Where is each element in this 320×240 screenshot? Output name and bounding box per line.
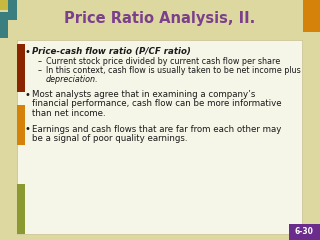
Bar bbox=[17, 105, 25, 145]
Bar bbox=[17, 184, 25, 234]
Bar bbox=[303, 0, 320, 32]
Text: •: • bbox=[24, 47, 30, 57]
Text: Current stock price divided by current cash flow per share: Current stock price divided by current c… bbox=[46, 58, 280, 66]
Bar bbox=[289, 224, 320, 240]
Text: be a signal of poor quality earnings.: be a signal of poor quality earnings. bbox=[32, 134, 188, 143]
Text: financial performance, cash flow can be more informative: financial performance, cash flow can be … bbox=[32, 100, 282, 108]
Bar bbox=[17, 40, 302, 234]
Text: Earnings and cash flows that are far from each other may: Earnings and cash flows that are far fro… bbox=[32, 125, 281, 133]
Bar bbox=[0, 0, 8, 10]
Text: than net income.: than net income. bbox=[32, 109, 106, 118]
Bar bbox=[17, 44, 25, 92]
Text: Price-cash flow ratio (P/CF ratio): Price-cash flow ratio (P/CF ratio) bbox=[32, 47, 191, 56]
Bar bbox=[0, 0, 8, 12]
Bar bbox=[0, 0, 17, 38]
Text: depreciation.: depreciation. bbox=[46, 74, 99, 84]
Text: 6-30: 6-30 bbox=[295, 228, 313, 236]
Bar bbox=[8, 20, 17, 38]
Text: •: • bbox=[24, 125, 30, 134]
Text: In this context, cash flow is usually taken to be net income plus: In this context, cash flow is usually ta… bbox=[46, 66, 301, 75]
Text: •: • bbox=[24, 90, 30, 100]
Text: –: – bbox=[38, 66, 42, 75]
Text: Most analysts agree that in examining a company’s: Most analysts agree that in examining a … bbox=[32, 90, 255, 99]
Text: Price Ratio Analysis, II.: Price Ratio Analysis, II. bbox=[64, 12, 256, 26]
Text: –: – bbox=[38, 58, 42, 66]
